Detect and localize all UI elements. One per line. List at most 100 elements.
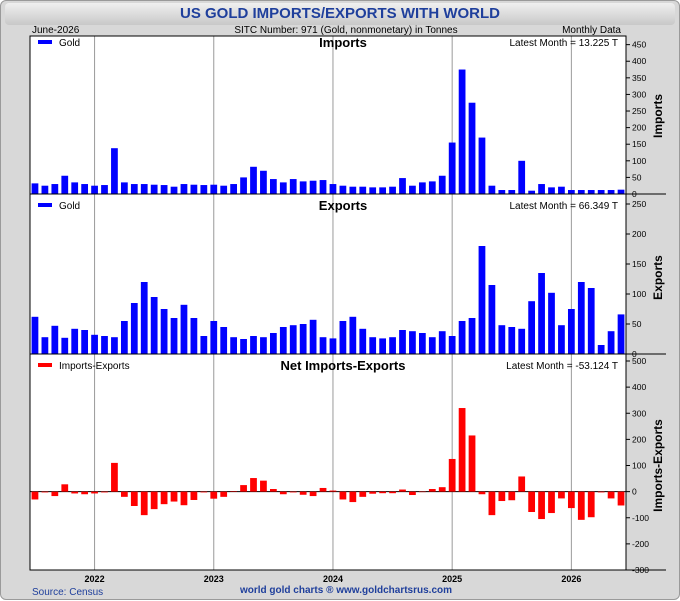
exports-bar [289,325,297,354]
net-bar [170,491,178,502]
net-bar [61,484,69,492]
imports-bar [160,185,168,194]
exports-bar [478,246,486,354]
y-tick-label: 50 [632,319,642,329]
x-tick-label: 2026 [561,574,581,584]
net-bar [180,491,188,506]
net-bar [51,491,59,497]
y-tick-label: 200 [632,434,646,444]
exports-bar [577,282,585,354]
imports-bar [180,184,188,194]
net-bar [428,489,436,492]
exports-bar [617,314,625,354]
exports-bar [200,336,208,354]
exports-bar [409,331,416,354]
panel-title: Exports [319,198,367,213]
y-axis-label: Imports-Exports [651,419,665,512]
imports-bar [81,184,89,194]
exports-bar [299,324,307,354]
imports-bar [389,186,396,194]
imports-bar [71,182,79,194]
exports-bar [448,336,456,354]
imports-bar [617,189,625,194]
exports-bar [528,301,536,354]
y-tick-label: 0 [632,349,637,359]
net-bar [607,491,615,499]
exports-bar [538,273,545,354]
net-bar [190,491,198,500]
legend-label: Imports-Exports [59,361,130,372]
imports-bar [91,185,98,194]
y-tick-label: 250 [632,106,646,116]
exports-bar [379,338,387,354]
exports-bar [120,321,128,354]
y-tick-label: 200 [632,123,646,133]
exports-bar [548,292,555,354]
net-bar [120,491,128,497]
exports-bar [31,316,39,354]
plot-background [30,36,626,570]
imports-bar [528,190,536,194]
exports-bar [428,337,436,354]
exports-bar [91,334,98,354]
imports-bar [260,170,267,194]
y-tick-label: 150 [632,139,646,149]
exports-bar [349,316,357,354]
exports-bar [438,331,446,354]
exports-bar [210,321,218,354]
net-bar [478,491,486,495]
exports-bar [61,337,69,354]
exports-bar [240,339,247,354]
exports-bar [130,303,138,354]
y-tick-label: 300 [632,89,646,99]
imports-bar [409,185,416,194]
latest-month-note: Latest Month = 66.349 T [509,201,618,212]
net-bar [379,491,387,494]
net-bar [160,491,168,505]
net-bar [409,491,416,496]
imports-bar [508,190,516,194]
report-date: June-2026 [32,25,80,36]
exports-bar [359,328,367,354]
imports-bar [548,187,555,194]
imports-bar [558,186,565,194]
exports-bar [220,327,228,354]
exports-bar [488,285,496,354]
imports-bar [438,175,446,194]
net-bar [369,491,377,494]
exports-bar [607,331,615,354]
exports-bar [81,330,89,354]
title-bar: US GOLD IMPORTS/EXPORTS WITH WORLD [5,3,675,25]
exports-bar [418,333,426,354]
x-tick-label: 2023 [204,574,224,584]
imports-bar [51,184,59,194]
latest-month-note: Latest Month = -53.124 T [506,361,618,372]
net-bar [31,491,39,500]
imports-bar [359,186,367,194]
net-bar [498,491,506,502]
exports-bar [458,321,466,354]
net-bar [279,491,287,495]
exports-bar [399,330,406,354]
y-tick-label: 100 [632,461,646,471]
imports-bar [130,184,138,194]
net-bar [91,491,98,494]
exports-bar [369,337,377,354]
net-bar [418,491,426,493]
imports-bar [41,185,49,194]
imports-bar [538,184,545,194]
imports-bar [220,185,228,194]
net-bar [309,491,317,497]
y-tick-label: -100 [632,513,649,523]
exports-bar [51,325,59,354]
exports-bar [101,336,108,354]
exports-bar [329,338,337,354]
y-tick-label: -300 [632,565,649,575]
legend-swatch [38,203,52,207]
net-bar [230,491,238,492]
imports-bar [111,148,118,194]
imports-bar [299,181,307,194]
imports-bar [458,69,466,194]
data-frequency: Monthly Data [562,25,621,36]
net-bar [289,491,297,493]
